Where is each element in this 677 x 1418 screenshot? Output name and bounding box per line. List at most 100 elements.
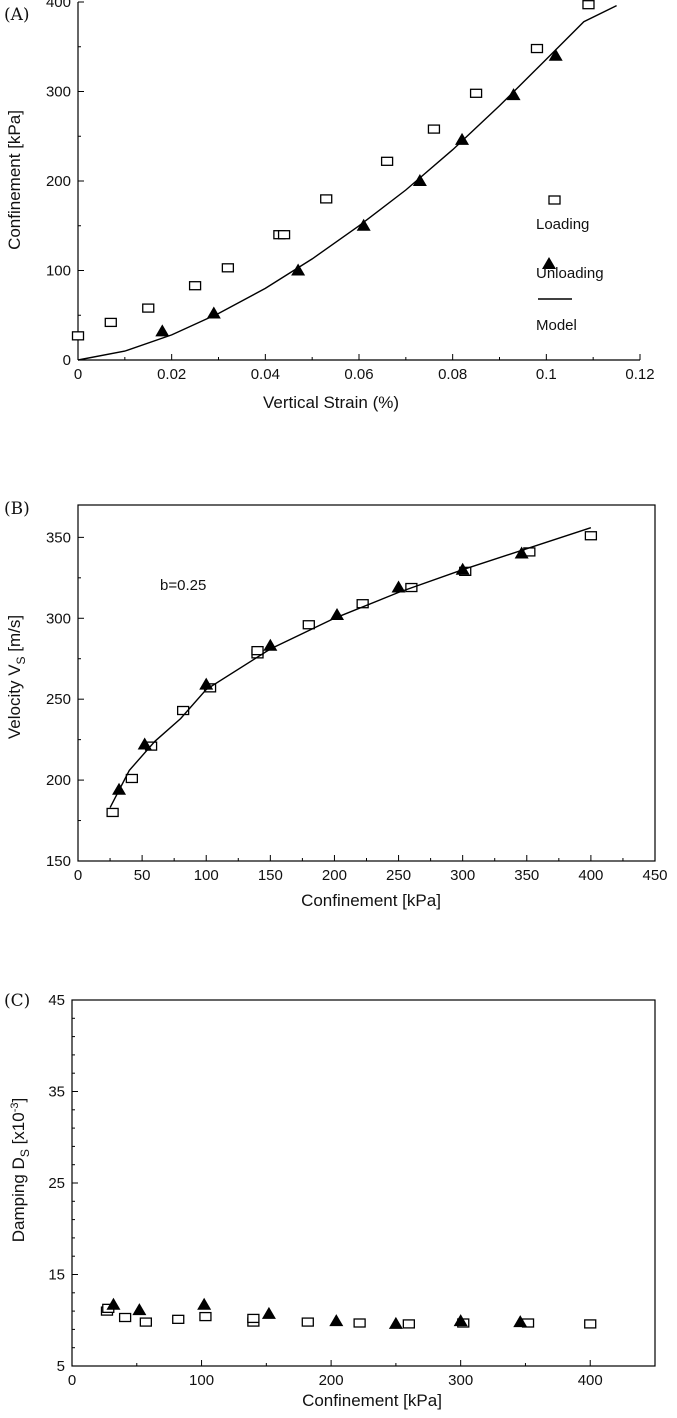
panel-b-y-tick-label: 350 [46, 529, 71, 546]
panel-a-unloading-point [506, 88, 521, 101]
panel-c-loading-point [402, 1319, 415, 1329]
panel-b-x-tick-label: 450 [642, 867, 667, 884]
panel-c-y-tick-label: 5 [57, 1358, 65, 1375]
panel-c-loading-point [118, 1312, 132, 1323]
panel-a-unloading-point [356, 218, 371, 231]
panel-b-y-tick-label: 250 [46, 691, 71, 708]
panel-b-x-tick-label: 100 [194, 867, 219, 884]
panel-b-plot-frame [77, 504, 656, 862]
panel-a-unloading-point [155, 324, 170, 337]
panel-a-unloading-point [206, 306, 221, 319]
panel-c-unloading-point [329, 1314, 344, 1327]
chart-panel-a: (A) Vertical Strain (%) Confinement [kPa… [4, 0, 655, 412]
panel-a-model-line [77, 4, 617, 361]
panel-b-unloading-point [330, 608, 345, 621]
panel-b-loading-point [302, 620, 315, 630]
panel-b-unloading-point [455, 562, 470, 575]
panel-c-y-tick-label: 25 [48, 1175, 65, 1192]
legend-unloading-marker [542, 257, 556, 269]
panel-c-plot-frame [71, 999, 656, 1367]
panel-b-x-tick-label: 50 [134, 867, 151, 884]
panel-a-loading-point [71, 331, 85, 341]
panel-a-y-tick-label: 0 [63, 352, 71, 369]
panel-c-y-axis-main: Damping D [9, 1157, 28, 1242]
panel-c-unloading-point [132, 1303, 147, 1316]
panel-c-y-axis-end: ] [9, 1098, 28, 1103]
panel-a-x-tick-label: 0.12 [625, 366, 654, 383]
panel-a-loading-point [380, 156, 394, 166]
panel-c-loading-point [139, 1317, 152, 1327]
legend-loading-marker [548, 195, 561, 205]
panel-c-x-tick-label: 300 [448, 1372, 473, 1389]
panel-a-loading-point [427, 124, 441, 134]
panel-c-loading-point [199, 1311, 212, 1322]
panel-b-x-tick-label: 200 [322, 867, 347, 884]
panel-c-loading-point [301, 1317, 314, 1327]
panel-c-y-axis-sub: S [18, 1149, 32, 1157]
panel-b-loading-point [251, 645, 264, 656]
panel-a-unloading-point [548, 48, 563, 61]
panel-a-loading-point [277, 230, 291, 240]
panel-a-y-axis-label: Confinement [kPa] [5, 110, 24, 250]
panel-a-y-tick-label: 300 [46, 84, 71, 101]
panel-b-annotation: b=0.25 [160, 577, 206, 594]
panel-c-y-tick-label: 35 [48, 1084, 65, 1101]
panel-a-loading-point [104, 317, 117, 328]
panel-a-unloading-point [455, 132, 470, 145]
panel-b-label: (B) [4, 499, 30, 519]
panel-c-unloading-point [106, 1297, 121, 1310]
panel-b-loading-point [356, 599, 369, 609]
panel-b-x-tick-label: 300 [450, 867, 475, 884]
panel-b-y-tick-label: 200 [46, 772, 71, 789]
panel-a-label: (A) [4, 5, 30, 25]
panel-b-y-axis-unit: [m/s] [5, 615, 24, 657]
panel-a-x-axis-label: Vertical Strain (%) [263, 393, 399, 412]
panel-c-x-tick-label: 200 [319, 1372, 344, 1389]
panel-c-x-tick-label: 400 [578, 1372, 603, 1389]
panel-c-loading-point [353, 1318, 366, 1328]
panel-c-unloading-point [513, 1315, 528, 1328]
chart-panel-c: (C) Confinement [kPa] Damping DS [x10-3]… [4, 991, 656, 1410]
panel-b-x-tick-label: 350 [514, 867, 539, 884]
panel-b-x-tick-label: 0 [74, 867, 82, 884]
chart-panel-b: (B) Confinement [kPa] Velocity VS [m/s] … [4, 499, 668, 910]
panel-b-unloading-point [514, 546, 529, 559]
panel-b-y-axis-sub: S [14, 656, 28, 664]
legend-unloading-label: Unloading [536, 265, 604, 282]
panel-c-loading-point [584, 1319, 597, 1329]
panel-c-loading-point [247, 1313, 260, 1324]
legend-model-label: Model [536, 317, 577, 334]
panel-b-loading-point [125, 773, 139, 784]
panel-a-loading-point [530, 43, 544, 54]
panel-b-y-tick-label: 150 [46, 853, 71, 870]
panel-b-x-tick-label: 250 [386, 867, 411, 884]
panel-c-x-tick-label: 0 [68, 1372, 76, 1389]
panel-a-loading-point [142, 303, 155, 313]
panel-c-unloading-point [197, 1297, 212, 1310]
panel-a-x-tick-label: 0.06 [344, 366, 373, 383]
panel-b-y-tick-label: 300 [46, 610, 71, 627]
panel-a-loading-point [320, 194, 333, 204]
panel-b-x-axis-label: Confinement [kPa] [301, 891, 441, 910]
panel-a-x-tick-label: 0.04 [251, 366, 280, 383]
panel-b-loading-point [584, 531, 598, 541]
panel-a-x-tick-label: 0.1 [536, 366, 557, 383]
panel-a-loading-point [469, 88, 483, 98]
panel-a-x-tick-label: 0.02 [157, 366, 186, 383]
panel-b-loading-point [106, 807, 119, 818]
panel-a-y-tick-label: 100 [46, 263, 71, 280]
panel-b-model-line [109, 527, 592, 808]
panel-c-unloading-point [261, 1306, 276, 1319]
panel-c-y-axis-label: Damping DS [x10-3] [9, 1098, 32, 1242]
panel-b-x-tick-label: 150 [258, 867, 283, 884]
legend-loading-label: Loading [536, 216, 589, 233]
panel-b-x-tick-label: 400 [578, 867, 603, 884]
panel-a-unloading-point [412, 174, 427, 186]
panel-a-loading-point [188, 281, 202, 291]
panel-a-legend: Loading Unloading Model [536, 195, 604, 334]
panel-c-unloading-point [388, 1316, 403, 1329]
panel-b-y-axis-label: Velocity VS [m/s] [5, 615, 28, 739]
panel-a-unloading-point [291, 263, 306, 276]
panel-a-y-tick-label: 200 [46, 173, 71, 190]
